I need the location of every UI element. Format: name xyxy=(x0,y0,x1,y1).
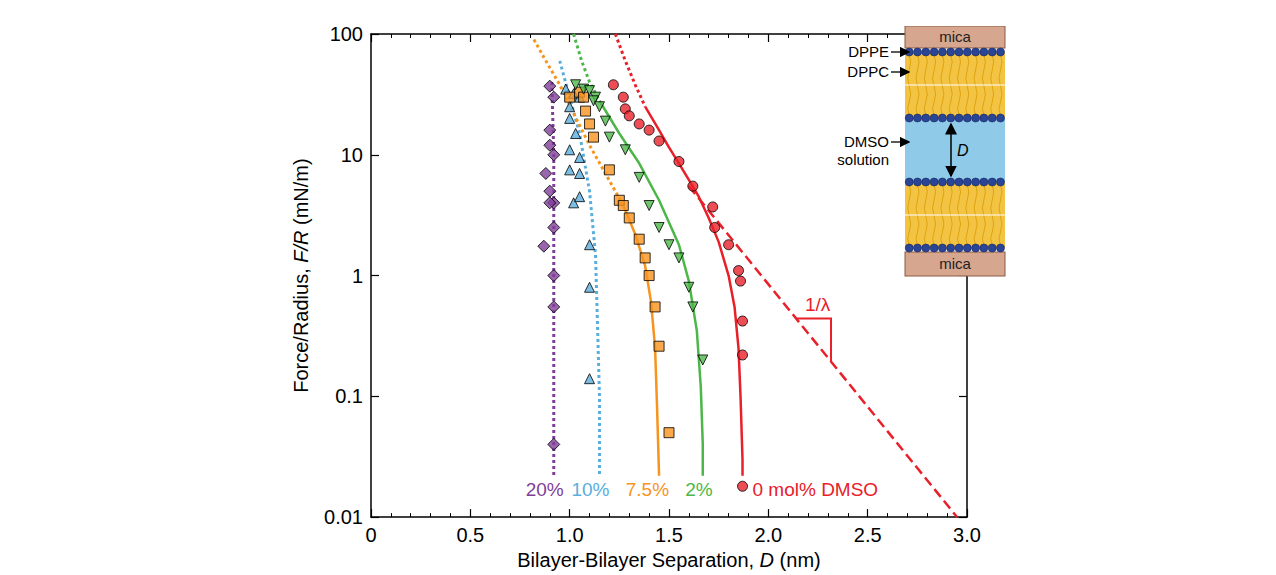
svg-text:0.5: 0.5 xyxy=(456,524,484,546)
svg-text:10%: 10% xyxy=(571,479,609,500)
svg-text:Force/Radius,: Force/Radius, xyxy=(290,268,312,393)
svg-text:F/R: F/R xyxy=(290,231,312,263)
svg-text:D: D xyxy=(760,549,774,571)
svg-text:7.5%: 7.5% xyxy=(626,479,669,500)
svg-text:D: D xyxy=(957,142,969,159)
svg-text:1/λ: 1/λ xyxy=(805,294,831,315)
svg-text:(mN/m): (mN/m) xyxy=(290,158,312,225)
svg-text:2%: 2% xyxy=(685,479,713,500)
svg-text:0: 0 xyxy=(365,524,376,546)
svg-text:10: 10 xyxy=(341,144,363,166)
svg-text:20%: 20% xyxy=(526,479,564,500)
svg-text:DPPC: DPPC xyxy=(847,63,889,80)
svg-text:0.1: 0.1 xyxy=(335,385,363,407)
svg-text:Separation,: Separation, xyxy=(652,549,754,571)
svg-text:2.0: 2.0 xyxy=(754,524,782,546)
svg-text:2.5: 2.5 xyxy=(854,524,882,546)
svg-text:0.01: 0.01 xyxy=(324,506,363,528)
svg-text:(nm): (nm) xyxy=(780,549,821,571)
svg-text:0 mol% DMSO: 0 mol% DMSO xyxy=(753,479,879,500)
svg-text:1.5: 1.5 xyxy=(655,524,683,546)
svg-text:1.0: 1.0 xyxy=(556,524,584,546)
svg-text:1: 1 xyxy=(352,265,363,287)
svg-text:Bilayer-Bilayer: Bilayer-Bilayer xyxy=(517,549,646,571)
svg-text:mica: mica xyxy=(939,28,971,45)
svg-text:100: 100 xyxy=(330,23,363,45)
svg-text:mica: mica xyxy=(939,255,971,272)
svg-text:DPPE: DPPE xyxy=(848,43,889,60)
svg-text:DMSOsolution: DMSOsolution xyxy=(837,133,889,168)
svg-text:3.0: 3.0 xyxy=(953,524,981,546)
